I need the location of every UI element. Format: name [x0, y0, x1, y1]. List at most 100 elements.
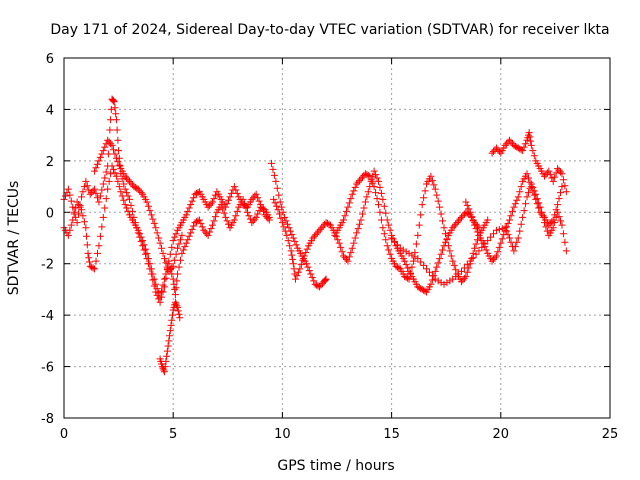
data-point: [206, 228, 214, 236]
data-point: [171, 298, 179, 306]
data-point: [171, 233, 179, 241]
data-point: [516, 145, 524, 153]
data-point: [543, 169, 551, 177]
data-point: [249, 217, 257, 225]
data-point: [415, 284, 423, 292]
data-point: [513, 238, 521, 246]
data-point: [105, 138, 113, 146]
series-track-c: [91, 136, 186, 275]
data-point: [457, 267, 465, 275]
data-point: [447, 252, 455, 260]
data-point: [558, 183, 566, 191]
data-point: [555, 166, 563, 174]
data-point: [380, 202, 388, 210]
data-point: [516, 188, 524, 196]
data-point: [428, 272, 436, 280]
data-point: [401, 257, 409, 265]
data-point: [108, 141, 116, 149]
data-point: [405, 275, 413, 283]
data-point: [358, 210, 366, 218]
data-point: [348, 190, 356, 198]
data-point: [286, 242, 294, 250]
data-point: [452, 266, 460, 274]
data-point: [206, 201, 214, 209]
data-point: [121, 201, 129, 209]
data-point: [188, 225, 196, 233]
data-point: [204, 203, 212, 211]
data-point: [98, 186, 106, 194]
data-point: [190, 194, 198, 202]
data-point: [242, 204, 250, 212]
data-point: [456, 215, 464, 223]
data-point: [85, 254, 93, 262]
data-point: [137, 189, 145, 197]
data-point: [282, 217, 290, 225]
data-point: [299, 256, 307, 264]
data-point: [107, 170, 115, 178]
data-point: [462, 273, 470, 281]
data-point: [67, 221, 75, 229]
axis-ticks: 0 5 10 15 20 25 -8 -6 -4 -2 0 2 4 6: [41, 52, 618, 442]
data-point: [449, 257, 457, 265]
data-point: [530, 152, 538, 160]
data-point: [192, 189, 200, 197]
data-point: [123, 174, 131, 182]
data-point: [245, 212, 253, 220]
data-point: [386, 250, 394, 258]
data-point: [344, 203, 352, 211]
data-point: [174, 303, 182, 311]
data-point: [172, 284, 180, 292]
data-point: [273, 184, 281, 192]
data-point: [70, 210, 78, 218]
data-point: [88, 189, 96, 197]
data-point: [102, 195, 110, 203]
data-point: [396, 244, 404, 252]
data-point: [373, 195, 381, 203]
series-track-b: [60, 162, 273, 301]
data-point: [527, 141, 535, 149]
data-point: [280, 223, 288, 231]
data-point: [420, 194, 428, 202]
data-point: [350, 239, 358, 247]
data-point: [316, 225, 324, 233]
data-point: [341, 212, 349, 220]
data-point: [559, 230, 567, 238]
data-point: [176, 236, 184, 244]
data-point: [265, 213, 273, 221]
data-point: [393, 241, 401, 249]
data-point: [356, 177, 364, 185]
data-point: [546, 171, 554, 179]
data-point: [283, 220, 291, 228]
data-point: [210, 217, 218, 225]
data-point: [526, 178, 534, 186]
data-point: [111, 104, 119, 112]
data-point: [225, 220, 233, 228]
data-point: [131, 183, 139, 191]
data-point: [463, 261, 471, 269]
data-point: [363, 171, 371, 179]
data-point: [160, 366, 168, 374]
data-point: [491, 254, 499, 262]
data-point: [187, 229, 195, 237]
data-point: [176, 314, 184, 322]
data-point: [292, 275, 300, 283]
data-point: [431, 185, 439, 193]
data-point: [99, 147, 107, 155]
data-point: [110, 98, 118, 106]
data-point: [174, 307, 182, 315]
data-point: [168, 311, 176, 319]
data-point: [248, 195, 256, 203]
data-point: [411, 253, 419, 261]
data-point: [513, 196, 521, 204]
data-point: [158, 244, 166, 252]
data-point: [399, 246, 407, 254]
data-point: [417, 258, 425, 266]
data-point: [243, 208, 251, 216]
data-point: [517, 183, 525, 191]
data-point: [207, 200, 215, 208]
plot-frame: [63, 57, 611, 419]
data-point: [95, 157, 103, 165]
data-point: [414, 231, 422, 239]
data-point: [561, 238, 569, 246]
data-point: [289, 260, 297, 268]
